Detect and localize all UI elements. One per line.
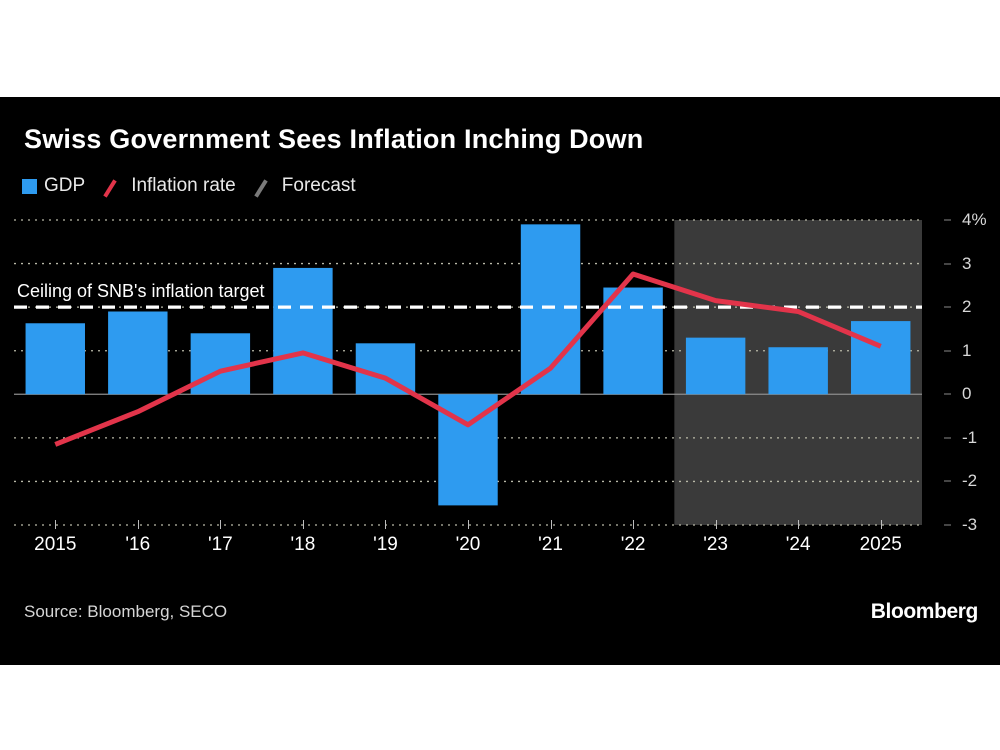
bloomberg-logo: Bloomberg [870, 600, 979, 623]
x-axis-tick [633, 520, 635, 529]
snb-ceiling-label: Ceiling of SNB's inflation target [17, 281, 265, 302]
chart-canvas [14, 219, 922, 526]
y-axis-tick-label: -3 [962, 515, 978, 534]
y-axis-tick [944, 219, 951, 221]
legend-item-gdp: GDP [22, 175, 85, 197]
x-axis-tick [220, 520, 222, 529]
x-axis-tick-label: '21 [538, 534, 563, 555]
inflation-rate-line [54, 271, 882, 447]
x-axis-tick [798, 520, 800, 529]
y-axis-tick [944, 350, 951, 352]
y-axis-tick-label: -2 [962, 471, 978, 491]
bar [603, 287, 663, 395]
y-axis-tick [944, 437, 951, 439]
plot-area: Ceiling of SNB's inflation target 4% 3 2 1 0 -… [0, 97, 1000, 665]
x-axis-tick [302, 520, 304, 529]
bar [851, 321, 911, 395]
y-axis-tick-label: 4% [962, 210, 987, 229]
bar [273, 267, 333, 395]
x-axis-tick-label: '22 [620, 534, 646, 555]
legend-label-forecast: Forecast [281, 175, 356, 196]
x-axis-tick [55, 520, 57, 529]
legend-label-gdp: GDP [44, 175, 86, 196]
source-note: Source: Bloomberg, SECO [24, 602, 228, 621]
legend-item-forecast: Forecast [258, 175, 356, 197]
y-axis-tick [944, 263, 951, 265]
x-axis-tick-label: 2025 [859, 534, 902, 555]
x-axis-tick [550, 520, 552, 529]
y-axis-tick-label: 2 [962, 297, 972, 317]
y-axis-tick [944, 306, 951, 308]
y-axis-tick-label: 0 [962, 384, 972, 404]
x-axis-tick [385, 520, 387, 529]
bar [108, 311, 168, 395]
y-axis-tick [944, 393, 951, 395]
chart-legend: GDP Inflation rate Forecast [22, 175, 368, 197]
square-swatch-icon [22, 178, 37, 194]
bar [768, 347, 828, 395]
x-axis-tick-label: '23 [703, 534, 729, 555]
bar [685, 337, 746, 395]
x-axis-tick-label: 2015 [34, 534, 77, 555]
chart-card: Swiss Government Sees Inflation Inching … [0, 97, 1000, 665]
y-axis-tick [944, 480, 951, 482]
x-axis-tick [880, 520, 882, 529]
x-axis-tick [468, 520, 469, 529]
x-axis-tick-label: '20 [455, 534, 481, 555]
bar [190, 333, 251, 395]
bar [355, 343, 416, 395]
y-axis-tick-label: 3 [962, 253, 972, 273]
x-axis-tick-label: '24 [785, 534, 811, 555]
x-axis-tick [715, 520, 717, 529]
y-axis-tick-label: 1 [962, 340, 972, 360]
chart-title: Swiss Government Sees Inflation Inching … [24, 124, 644, 154]
x-axis-tick-label: '19 [373, 534, 398, 555]
legend-label-inflation-rate: Inflation rate [131, 175, 236, 196]
y-axis-tick-label: -1 [962, 427, 978, 447]
legend-item-inflation-rate: Inflation rate [107, 175, 236, 197]
x-axis-tick-label: '17 [207, 534, 233, 555]
x-axis-tick [137, 520, 139, 529]
bar [25, 323, 85, 395]
y-axis-tick [944, 524, 951, 526]
x-axis-tick-label: '18 [290, 534, 316, 555]
x-axis-tick-label: '16 [125, 534, 151, 555]
